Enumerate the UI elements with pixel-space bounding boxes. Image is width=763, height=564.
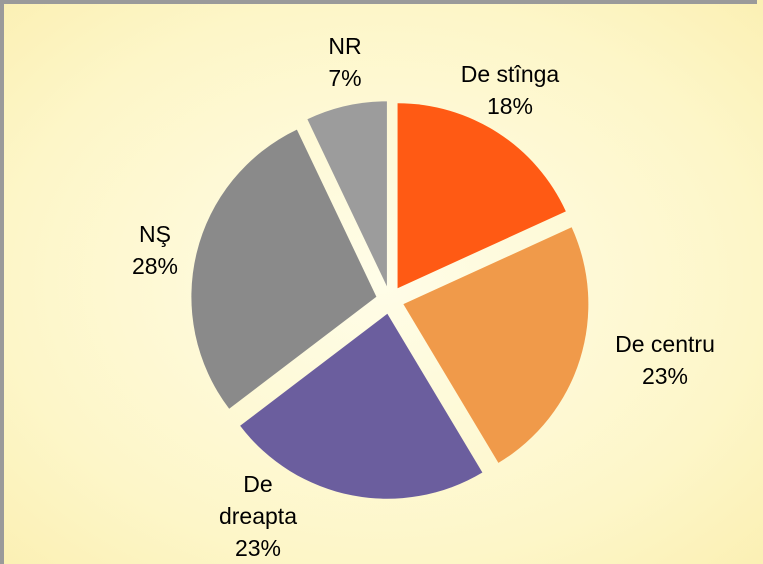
category-label: De centru [615, 331, 715, 357]
slice-label: De centru 23% [585, 328, 745, 392]
pie-slice [403, 227, 589, 463]
slice-label: De dreapta 23% [203, 468, 313, 564]
value-label: 28% [131, 253, 179, 279]
category-label: NR [328, 33, 362, 59]
value-label: 7% [328, 65, 362, 91]
value-label: 23% [641, 363, 689, 389]
slice-label: De stînga 18% [430, 58, 590, 122]
pie-slice [191, 129, 377, 409]
value-label: 18% [486, 93, 534, 119]
pie-slice [397, 103, 566, 289]
category-label: NŞ [139, 221, 171, 247]
pie-slice [307, 101, 387, 287]
value-label: 23% [234, 535, 282, 561]
category-label: De dreapta [218, 471, 297, 529]
pie-slice [240, 313, 483, 499]
slice-label: NR 7% [305, 30, 385, 94]
category-label: De stînga [460, 61, 560, 87]
slice-label: NŞ 28% [115, 218, 195, 282]
